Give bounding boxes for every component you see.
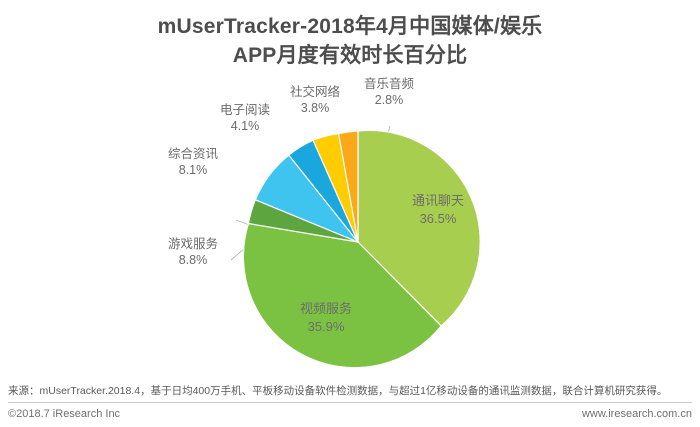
slice-label-yinyueyinpin-value: 2.8%	[374, 93, 404, 107]
slice-label-zonghezixun-value: 8.1%	[178, 163, 208, 177]
pie-chart: 通讯聊天 36.5% 视频服务 35.9% 游戏服务 8.8% 综合资讯 8.1…	[0, 76, 700, 368]
slice-label-shipinfuwu-value: 35.9%	[307, 319, 345, 334]
pie-slice-yinyueyinpin[interactable]	[337, 130, 359, 243]
website-link[interactable]: www.iresearch.com.cn	[581, 408, 692, 420]
slice-label-youxifuwu-value: 8.8%	[178, 253, 208, 267]
slice-label-youxifuwu: 游戏服务 8.8%	[152, 236, 234, 268]
source-note: 来源：mUserTracker.2018.4，基于日均400万手机、平板移动设备…	[8, 385, 668, 397]
pie-chart-svg	[230, 125, 481, 368]
slice-label-yinyueyinpin: 音乐音频 2.8%	[348, 76, 430, 108]
footer-bar: ©2018.7 iResearch Inc www.iresearch.com.…	[0, 406, 700, 427]
copyright-text: ©2018.7 iResearch Inc	[8, 408, 121, 420]
pie-slice-tongxunliaotian[interactable]	[357, 129, 481, 327]
title-line-2: APP月度有效时长百分比	[232, 44, 468, 67]
slice-label-dianziyuedu-name: 电子阅读	[219, 103, 270, 117]
footer-divider	[8, 402, 692, 403]
slice-label-yinyueyinpin-name: 音乐音频	[363, 77, 414, 91]
slice-label-tongxunliaotian-value: 36.5%	[419, 211, 457, 226]
slice-label-shipinfuwu-name: 视频服务	[299, 301, 352, 316]
slice-label-tongxunliaotian: 通讯聊天 36.5%	[392, 192, 484, 228]
slice-label-shejiaowangluo: 社交网络 3.8%	[274, 84, 356, 116]
slice-label-youxifuwu-name: 游戏服务	[167, 237, 218, 251]
slice-label-shejiaowangluo-name: 社交网络	[289, 85, 340, 99]
slice-label-dianziyuedu-value: 4.1%	[230, 119, 260, 133]
slice-label-tongxunliaotian-name: 通讯聊天	[411, 193, 464, 208]
leader-line-youxi	[230, 247, 246, 261]
slice-label-dianziyuedu: 电子阅读 4.1%	[204, 102, 286, 134]
slice-label-zonghezixun-name: 综合资讯	[167, 147, 218, 161]
slice-label-shipinfuwu: 视频服务 35.9%	[280, 300, 372, 336]
title-line-1: mUserTracker-2018年4月中国媒体/娱乐	[157, 15, 543, 38]
slice-label-shejiaowangluo-value: 3.8%	[300, 101, 330, 115]
page-title: mUserTracker-2018年4月中国媒体/娱乐 APP月度有效时长百分比	[0, 12, 700, 70]
pie-slices	[242, 129, 481, 368]
pie-slice-shipinfuwu[interactable]	[242, 222, 443, 368]
slice-label-zonghezixun: 综合资讯 8.1%	[152, 146, 234, 178]
